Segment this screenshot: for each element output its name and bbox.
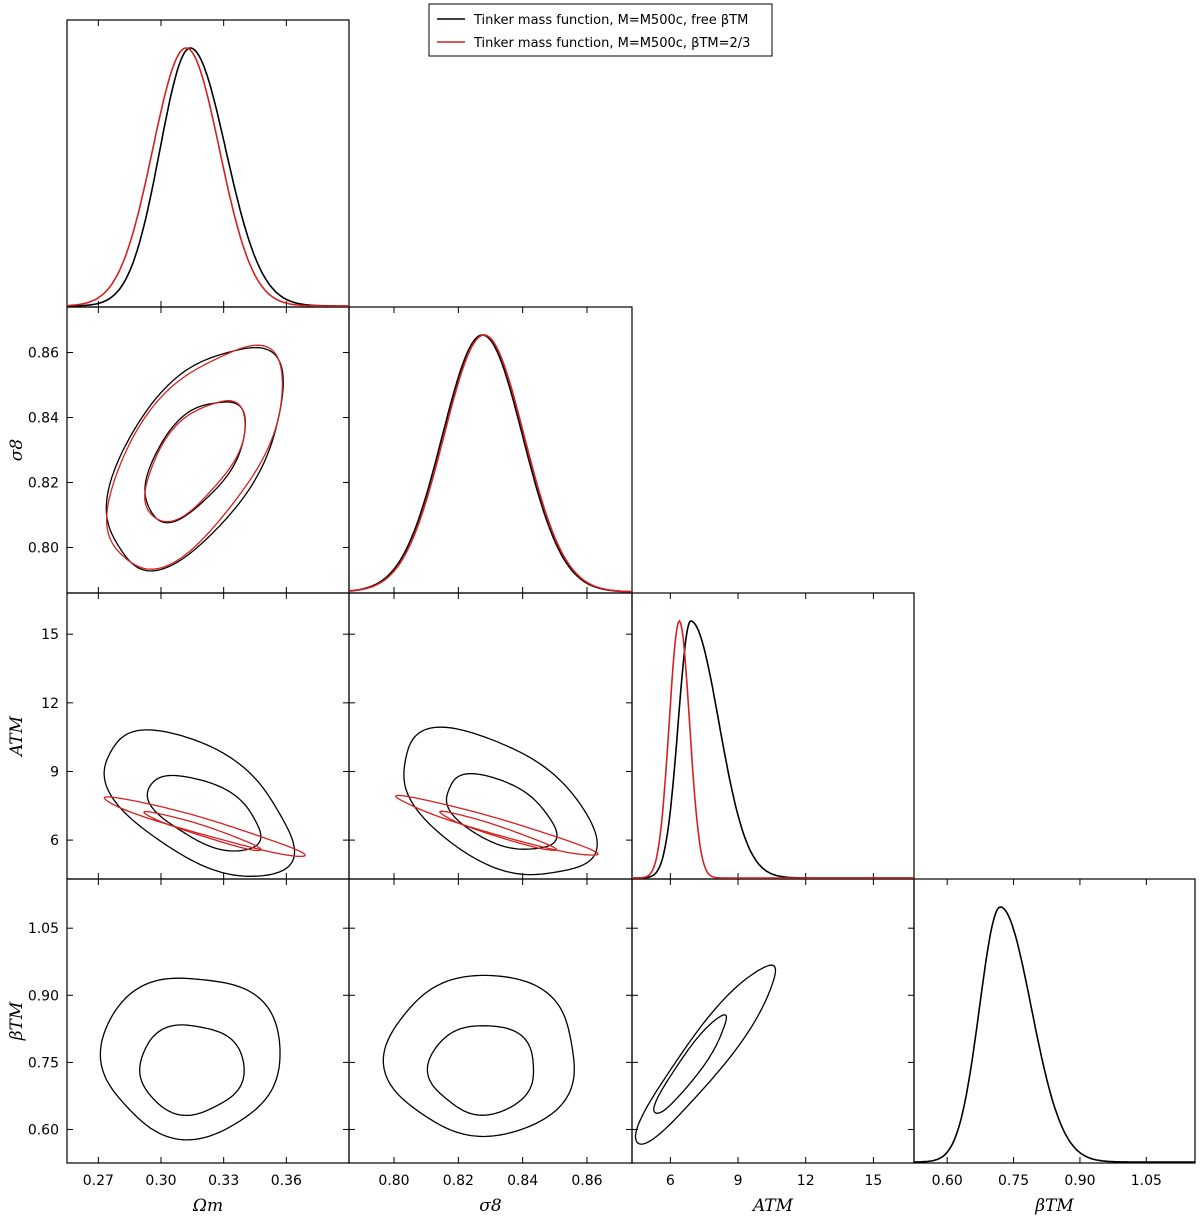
y-axis-label-s8: σ8 (7, 439, 27, 462)
y-tick-label: 0.60 (28, 1122, 59, 1138)
contour-om-s8-95-series-1 (106, 344, 284, 570)
y-tick-label: 0.75 (28, 1055, 59, 1071)
panel-s8-s8 (348, 306, 633, 594)
x-tick-label: 0.30 (145, 1173, 176, 1189)
contour-om-s8-95-series-0 (105, 346, 284, 572)
legend-label-fixed-beta: Tinker mass function, M=M500c, βTM=2/3 (473, 36, 750, 51)
panel-s8-btm (348, 878, 633, 1164)
y-tick-label: 12 (41, 696, 59, 712)
x-tick-label: 0.33 (208, 1173, 239, 1189)
x-tick-label: 0.36 (271, 1173, 302, 1189)
y-tick-label: 0.84 (28, 411, 59, 427)
contour-om-atm-68-series-0 (146, 774, 262, 852)
x-tick-label: 0.86 (571, 1173, 602, 1189)
contour-s8-btm-68-series-0 (426, 1025, 535, 1116)
panel-frame (66, 306, 350, 594)
panel-btm-btm (913, 878, 1196, 1164)
contour-s8-atm-95-series-0 (403, 726, 598, 876)
x-axis-label-atm: ATM (751, 1196, 794, 1216)
y-tick-label: 0.82 (28, 476, 59, 492)
panel-s8-atm (348, 592, 633, 880)
panel-atm-atm (631, 592, 915, 880)
y-tick-label: 15 (41, 627, 59, 643)
panel-om-om (66, 19, 350, 308)
y-tick-label: 9 (50, 764, 59, 780)
contour-om-atm-68-series-1 (143, 810, 262, 852)
marginal-s8-series-0 (348, 334, 632, 593)
contour-om-s8-68-series-1 (144, 400, 246, 523)
contour-om-s8-68-series-0 (144, 401, 246, 524)
x-tick-label: 9 (734, 1173, 743, 1189)
x-tick-label: 1.05 (1131, 1173, 1162, 1189)
contour-om-btm-95-series-0 (99, 977, 281, 1141)
contour-om-atm-95-series-1 (103, 796, 306, 858)
x-tick-label: 12 (797, 1173, 815, 1189)
marginal-atm-series-1 (632, 619, 914, 879)
y-axis-label-btm: βTM (7, 1001, 27, 1041)
panel-frame (66, 19, 350, 308)
y-tick-label: 6 (50, 833, 59, 849)
contour-atm-btm-95-series-0 (634, 964, 777, 1145)
contour-atm-btm-68-series-0 (653, 1014, 728, 1114)
marginal-btm-series-0 (913, 906, 1195, 1163)
contour-om-atm-95-series-0 (103, 729, 296, 877)
x-tick-label: 0.82 (443, 1173, 474, 1189)
y-axis-label-atm: ATM (7, 715, 27, 758)
y-tick-label: 0.86 (28, 346, 59, 362)
contour-om-btm-68-series-0 (139, 1024, 245, 1117)
legend-frame (428, 3, 773, 57)
plot-layer: 0.27 0.30 0.33 0.36 Ωm 0.80 0.82 0.84 0.86 σ8 6 9 12… (7, 19, 1196, 1216)
y-tick-label: 1.05 (28, 921, 59, 937)
contour-s8-atm-95-series-1 (394, 794, 599, 856)
x-tick-label: 15 (864, 1173, 882, 1189)
contour-s8-atm-68-series-0 (445, 773, 558, 850)
legend: Tinker mass function, M=M500c, free βTM … (428, 3, 773, 57)
x-tick-label: 0.80 (378, 1173, 409, 1189)
marginal-om-series-1 (67, 47, 349, 307)
x-tick-label: 0.75 (998, 1173, 1029, 1189)
x-axis-label-om: Ωm (192, 1196, 223, 1216)
panel-frame (348, 592, 633, 880)
marginal-s8-series-1 (348, 334, 632, 593)
x-axis-label-s8: σ8 (479, 1196, 502, 1216)
contour-s8-atm-68-series-1 (439, 810, 558, 851)
panel-frame (348, 306, 633, 594)
y-tick-label: 0.80 (28, 541, 59, 557)
x-tick-label: 6 (666, 1173, 675, 1189)
x-axis-label-btm: βTM (1034, 1196, 1074, 1216)
x-tick-label: 0.27 (83, 1173, 114, 1189)
y-tick-label: 0.90 (28, 988, 59, 1004)
panel-om-s8 (66, 306, 350, 594)
contour-s8-btm-95-series-0 (382, 974, 575, 1138)
legend-label-free-beta: Tinker mass function, M=M500c, free βTM (473, 13, 748, 28)
x-tick-label: 0.84 (507, 1173, 538, 1189)
panel-frame (348, 878, 633, 1164)
panel-frame (913, 878, 1196, 1164)
x-tick-label: 0.90 (1064, 1173, 1095, 1189)
marginal-om-series-0 (67, 47, 349, 307)
x-tick-label: 0.60 (932, 1173, 963, 1189)
panel-frame (631, 592, 915, 880)
